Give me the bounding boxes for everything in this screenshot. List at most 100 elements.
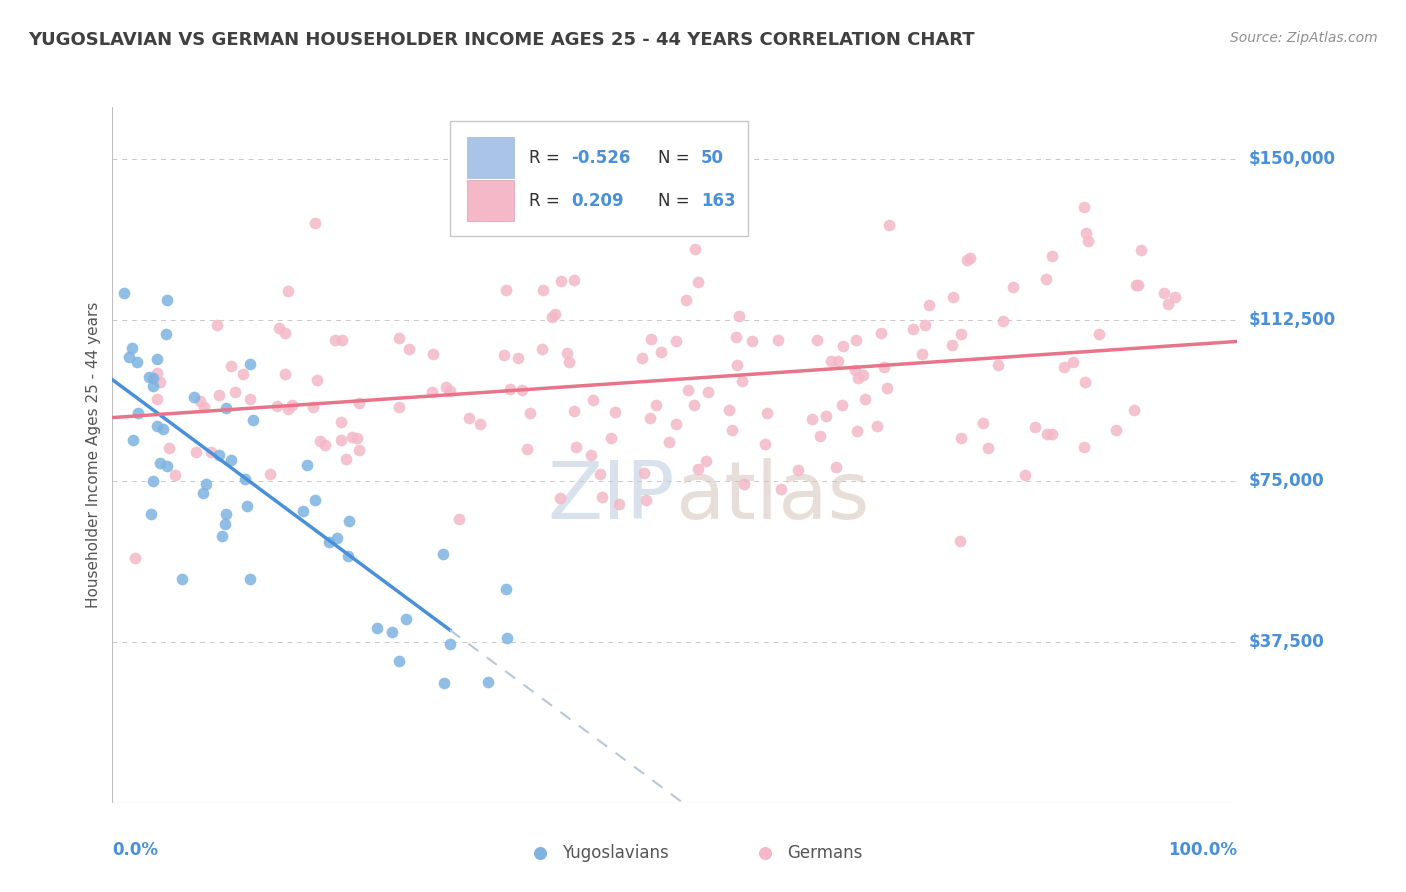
Point	[770, 483, 793, 497]
Point	[155, 327, 177, 342]
Point	[949, 533, 972, 548]
Point	[274, 367, 297, 381]
Point	[959, 252, 981, 266]
Point	[149, 375, 172, 389]
Point	[342, 430, 364, 444]
Text: atlas: atlas	[675, 458, 869, 536]
Point	[215, 507, 238, 521]
Point	[589, 467, 612, 481]
Point	[972, 417, 994, 431]
Point	[676, 383, 699, 397]
Point	[582, 392, 605, 407]
Point	[165, 467, 187, 482]
Point	[820, 354, 842, 368]
Point	[208, 448, 231, 462]
Text: ZIP: ZIP	[547, 458, 675, 536]
Point	[977, 442, 1000, 456]
Point	[853, 392, 876, 406]
Point	[683, 398, 706, 412]
Point	[146, 352, 169, 367]
Point	[766, 333, 789, 347]
Point	[725, 330, 748, 344]
Point	[877, 219, 900, 233]
Point	[565, 441, 588, 455]
Point	[420, 385, 443, 400]
Point	[186, 445, 208, 459]
Point	[335, 451, 357, 466]
Point	[127, 355, 149, 369]
Point	[432, 547, 454, 561]
Point	[901, 322, 924, 336]
Point	[852, 368, 875, 382]
Point	[827, 354, 849, 368]
Point	[848, 371, 870, 385]
Point	[347, 396, 370, 410]
Text: YUGOSLAVIAN VS GERMAN HOUSEHOLDER INCOME AGES 25 - 44 YEARS CORRELATION CHART: YUGOSLAVIAN VS GERMAN HOUSEHOLDER INCOME…	[28, 31, 974, 49]
Point	[1073, 200, 1095, 214]
Point	[259, 467, 281, 482]
Point	[665, 334, 688, 348]
Point	[381, 624, 404, 639]
Text: 100.0%: 100.0%	[1168, 841, 1237, 859]
Point	[224, 384, 246, 399]
Point	[1128, 278, 1150, 293]
Point	[112, 285, 135, 300]
Point	[267, 321, 290, 335]
Point	[304, 492, 326, 507]
Point	[117, 351, 139, 365]
Point	[845, 333, 868, 347]
Point	[1035, 427, 1057, 442]
Point	[221, 359, 243, 373]
Point	[1153, 286, 1175, 301]
Point	[1105, 424, 1128, 438]
Point	[1073, 440, 1095, 454]
Point	[733, 477, 755, 491]
Point	[675, 293, 697, 308]
Point	[219, 453, 242, 467]
Point	[942, 290, 965, 304]
Point	[330, 333, 353, 347]
Point	[325, 333, 347, 347]
Point	[519, 406, 541, 420]
Point	[337, 514, 360, 528]
Point	[330, 415, 353, 429]
Point	[866, 418, 889, 433]
Point	[686, 276, 709, 290]
Point	[205, 318, 228, 332]
Point	[266, 399, 288, 413]
Text: Source: ZipAtlas.com: Source: ZipAtlas.com	[1230, 31, 1378, 45]
Point	[1076, 226, 1098, 240]
Point	[593, 200, 616, 214]
Y-axis label: Householder Income Ages 25 - 44 years: Householder Income Ages 25 - 44 years	[86, 301, 101, 608]
Point	[277, 402, 299, 417]
Point	[741, 334, 763, 349]
Point	[307, 373, 329, 387]
Point	[718, 402, 741, 417]
Point	[434, 380, 457, 394]
Point	[873, 360, 896, 375]
Point	[516, 442, 538, 456]
Point	[557, 346, 579, 360]
Point	[1163, 290, 1185, 304]
Point	[1024, 420, 1046, 434]
Point	[211, 528, 233, 542]
Point	[550, 274, 572, 288]
Point	[127, 406, 149, 420]
Point	[349, 442, 371, 457]
Point	[1042, 426, 1064, 441]
Point	[1040, 249, 1063, 263]
Point	[388, 654, 411, 668]
Text: 0.0%: 0.0%	[112, 841, 159, 859]
FancyBboxPatch shape	[450, 121, 748, 235]
Point	[156, 458, 179, 473]
Point	[157, 441, 180, 455]
Point	[193, 401, 215, 415]
Point	[987, 358, 1010, 372]
Point	[326, 531, 349, 545]
Point	[548, 491, 571, 505]
Point	[725, 358, 748, 372]
Point	[832, 339, 855, 353]
Point	[468, 417, 491, 431]
Text: 50: 50	[700, 149, 724, 167]
Point	[806, 333, 828, 347]
